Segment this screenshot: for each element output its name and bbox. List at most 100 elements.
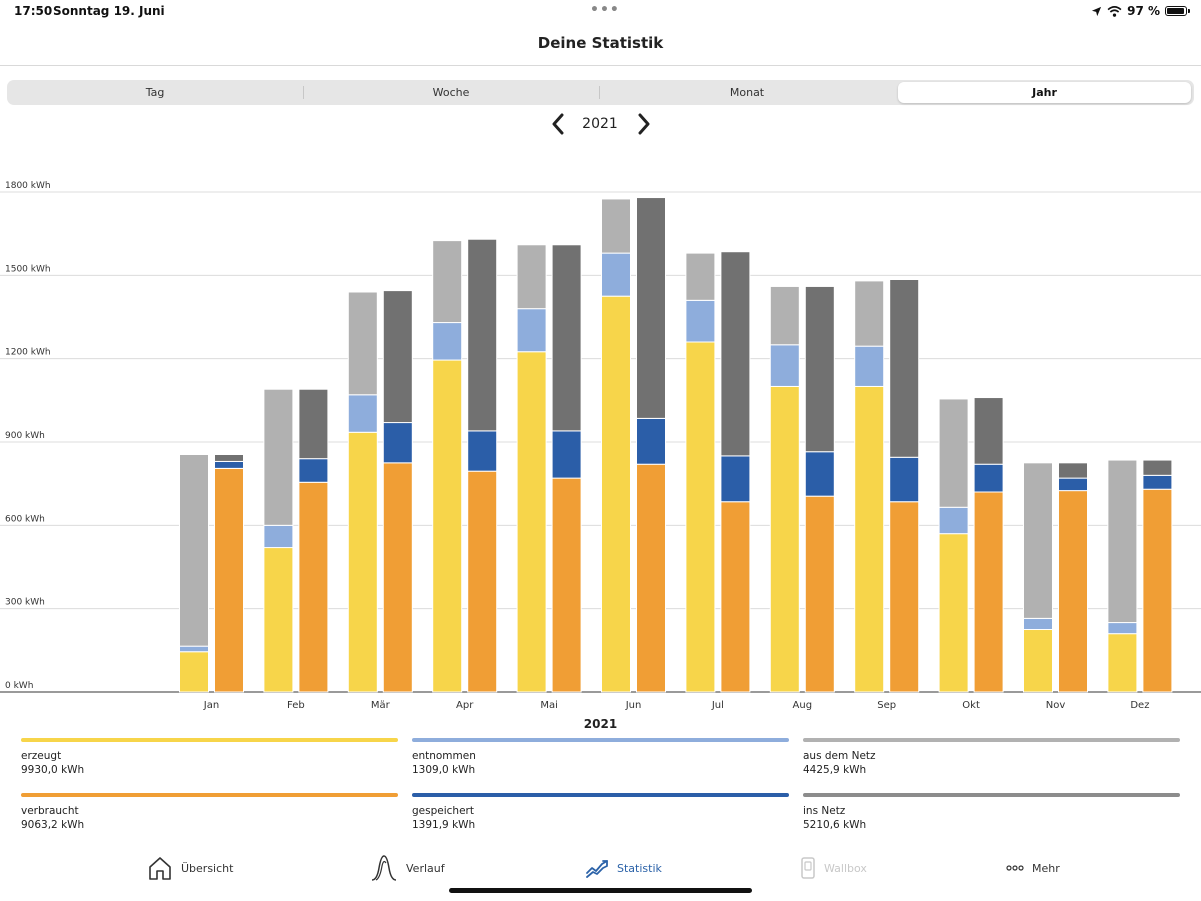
bar-aus-dem-netz xyxy=(432,240,463,324)
segment-separator xyxy=(599,86,600,99)
location-arrow-icon xyxy=(1092,6,1102,16)
legend-erzeugt: erzeugt 9930,0 kWh xyxy=(21,738,398,776)
bar-verbraucht xyxy=(298,481,329,693)
chevron-right-icon[interactable] xyxy=(631,112,655,136)
segment-jahr[interactable]: Jahr xyxy=(898,82,1191,103)
bar-verbraucht xyxy=(804,495,835,693)
tab-verlauf[interactable]: Verlauf xyxy=(370,848,445,888)
yearly-energy-bar-chart: 0 kWh 300 kWh 600 kWh 900 kWh 1200 kWh 1500 k… xyxy=(0,181,1201,711)
bar-entnommen xyxy=(854,345,885,387)
segment-separator xyxy=(303,86,304,99)
bar-verbraucht xyxy=(889,501,920,693)
multitasking-dots-icon[interactable]: ••• xyxy=(590,2,620,18)
bar-ins-netz xyxy=(636,197,666,419)
wallbox-icon xyxy=(801,857,815,879)
bar-ins-netz xyxy=(551,244,582,432)
bar-ins-netz xyxy=(382,290,413,424)
bar-ins-netz xyxy=(889,279,920,458)
bar-gespeichert xyxy=(804,451,835,497)
battery-icon xyxy=(1165,6,1190,16)
legend-bar-erzeugt xyxy=(21,738,398,742)
tab-uebersicht[interactable]: Übersicht xyxy=(147,848,233,888)
legend-value: 9930,0 kWh xyxy=(21,764,85,776)
segment-woche[interactable]: Woche xyxy=(432,86,470,99)
tab-bar: Übersicht Verlauf Statistik Wallbox Mehr xyxy=(0,848,1201,888)
wifi-icon xyxy=(1107,5,1122,17)
status-date: Sonntag 19. Juni xyxy=(53,4,165,18)
x-tick-label: Mär xyxy=(371,700,391,711)
y-tick-label: 0 kWh xyxy=(5,681,33,691)
bar-gespeichert xyxy=(973,463,1004,493)
x-tick-label: Mai xyxy=(540,700,558,711)
legend-label: aus dem Netz xyxy=(803,750,876,762)
legend-bar-entnommen xyxy=(412,738,789,742)
bar-erzeugt xyxy=(432,359,463,693)
bar-ins-netz xyxy=(1058,462,1088,479)
legend-year: 2021 xyxy=(583,717,618,731)
bar-erzeugt xyxy=(179,651,209,693)
bar-aus-dem-netz xyxy=(685,252,716,301)
x-tick-label: Sep xyxy=(877,700,896,711)
tab-statistik[interactable]: Statistik xyxy=(585,848,662,888)
x-tick-label: Feb xyxy=(287,700,305,711)
chevron-left-icon[interactable] xyxy=(547,112,571,136)
bar-gespeichert xyxy=(382,422,413,464)
bar-ins-netz xyxy=(298,388,329,460)
y-tick-label: 1500 kWh xyxy=(5,264,51,274)
tab-mehr[interactable]: Mehr xyxy=(1006,848,1060,888)
trend-chart-icon xyxy=(586,860,608,878)
bar-gespeichert xyxy=(636,417,666,465)
curve-icon xyxy=(371,855,397,881)
bar-verbraucht xyxy=(467,470,498,693)
legend-label: verbraucht xyxy=(21,805,79,817)
tab-label: Statistik xyxy=(617,861,662,875)
segment-tag[interactable]: Tag xyxy=(145,86,165,99)
bar-entnommen xyxy=(601,252,631,297)
bar-gespeichert xyxy=(551,430,582,479)
bar-verbraucht xyxy=(636,463,666,693)
bar-erzeugt xyxy=(601,295,631,693)
legend-label: gespeichert xyxy=(412,805,474,817)
tab-label: Wallbox xyxy=(824,861,867,875)
bar-gespeichert xyxy=(214,460,244,469)
bar-entnommen xyxy=(179,645,209,653)
more-dots-icon xyxy=(1006,865,1024,871)
bar-verbraucht xyxy=(973,491,1004,693)
bar-verbraucht xyxy=(551,477,582,693)
bar-entnommen xyxy=(769,344,800,387)
y-tick-label: 1200 kWh xyxy=(5,348,51,358)
legend-value: 9063,2 kWh xyxy=(21,819,85,831)
bar-ins-netz xyxy=(467,238,498,432)
bar-verbraucht xyxy=(1142,488,1173,693)
y-tick-label: 600 kWh xyxy=(5,514,45,524)
year-label: 2021 xyxy=(582,116,618,132)
legend-value: 4425,9 kWh xyxy=(803,764,867,776)
bar-aus-dem-netz xyxy=(938,398,969,508)
x-tick-label: Jun xyxy=(625,700,642,711)
home-indicator[interactable] xyxy=(449,888,752,893)
year-navigation: 2021 xyxy=(0,112,1201,136)
period-segmented-control: Tag Woche Monat Jahr xyxy=(7,80,1194,105)
x-tick-label: Aug xyxy=(793,700,813,711)
legend-entnommen: entnommen 1309,0 kWh xyxy=(412,738,789,776)
bar-verbraucht xyxy=(1058,490,1088,693)
bar-entnommen xyxy=(685,299,716,343)
x-tick-label: Nov xyxy=(1046,700,1066,711)
segment-monat[interactable]: Monat xyxy=(729,86,765,99)
tab-label: Verlauf xyxy=(406,861,445,875)
tab-wallbox[interactable]: Wallbox xyxy=(800,848,867,888)
bar-entnommen xyxy=(938,506,969,535)
header-divider xyxy=(0,65,1201,66)
bar-ins-netz xyxy=(804,285,835,453)
bar-gespeichert xyxy=(467,430,498,472)
y-tick-label: 1800 kWh xyxy=(5,181,51,191)
y-tick-label: 300 kWh xyxy=(5,598,45,608)
bar-entnommen xyxy=(432,322,463,361)
bar-aus-dem-netz xyxy=(347,291,378,396)
battery-percent: 97 % xyxy=(1127,4,1160,18)
bar-ins-netz xyxy=(973,397,1004,465)
status-bar: 17:50 Sonntag 19. Juni ••• 97 % xyxy=(0,0,1201,22)
bar-verbraucht xyxy=(720,501,751,693)
legend-bar-verbraucht xyxy=(21,793,398,797)
tab-label: Übersicht xyxy=(181,861,234,875)
